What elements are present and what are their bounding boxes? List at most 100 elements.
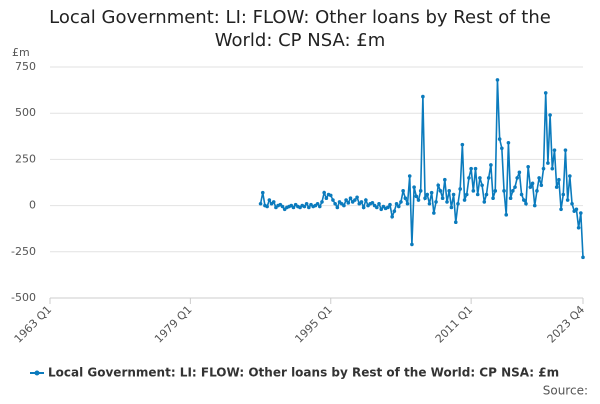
y-axis-label: £m	[12, 46, 30, 59]
data-point	[524, 201, 528, 206]
y-tick-label: 0	[29, 199, 36, 212]
data-point	[489, 163, 493, 167]
data-point	[445, 200, 449, 204]
data-point	[328, 193, 333, 198]
data-point	[322, 190, 326, 195]
x-tick-label: 2023 Q4	[545, 303, 588, 346]
data-point	[513, 185, 517, 189]
data-point	[443, 177, 447, 182]
data-point	[359, 200, 364, 204]
x-tick-label: 1995 Q1	[292, 303, 335, 346]
source: Source:	[543, 384, 588, 398]
data-point	[491, 196, 495, 201]
data-point	[517, 170, 522, 175]
data-point	[568, 174, 572, 178]
data-point	[399, 200, 403, 204]
series-line	[259, 79, 584, 258]
data-point	[396, 204, 401, 209]
data-point	[519, 192, 524, 197]
data-point	[414, 194, 419, 199]
data-point	[418, 189, 423, 193]
y-tick-label: 750	[15, 60, 36, 73]
data-point	[548, 113, 552, 117]
data-point	[265, 204, 269, 209]
data-point	[421, 94, 425, 99]
data-point	[579, 211, 583, 215]
data-point	[504, 213, 509, 217]
data-point	[346, 201, 351, 205]
data-point	[260, 190, 265, 195]
data-point	[348, 196, 353, 201]
data-point	[528, 185, 533, 189]
data-point	[355, 195, 359, 200]
data-point	[565, 198, 570, 202]
data-point	[537, 176, 541, 180]
data-point	[526, 164, 530, 169]
chart-title: Local Government: LI: FLOW: Other loans …	[49, 7, 551, 51]
data-point	[554, 185, 559, 189]
data-point	[405, 201, 410, 206]
data-point	[543, 91, 548, 95]
data-point	[451, 192, 456, 197]
data-point	[440, 196, 445, 201]
data-point	[471, 189, 476, 193]
data-point	[388, 202, 392, 207]
data-point	[581, 255, 585, 260]
data-point	[495, 78, 500, 82]
y-tick-label: -250	[11, 245, 36, 258]
data-point	[423, 196, 427, 201]
data-point	[475, 192, 480, 197]
data-point	[535, 189, 539, 193]
data-point	[307, 205, 311, 210]
data-point	[304, 201, 309, 206]
data-point	[434, 200, 438, 204]
data-point	[364, 198, 368, 202]
data-point	[320, 200, 324, 204]
data-point	[515, 176, 519, 180]
data-point	[394, 201, 399, 206]
data-point	[500, 146, 504, 151]
data-point	[521, 198, 526, 202]
y-tick-label: 250	[15, 152, 36, 165]
data-point	[480, 183, 484, 188]
data-point	[469, 166, 473, 171]
data-point	[460, 142, 465, 147]
data-point	[412, 185, 416, 189]
data-point	[473, 166, 478, 171]
data-point	[456, 201, 460, 206]
data-point	[447, 189, 452, 193]
data-point	[436, 183, 441, 188]
data-point	[302, 204, 307, 209]
data-point	[511, 189, 515, 193]
data-point	[576, 225, 581, 230]
data-point	[401, 189, 405, 193]
data-point	[552, 148, 557, 152]
data-point	[561, 192, 566, 197]
data-point	[453, 220, 458, 225]
data-point	[550, 166, 555, 171]
data-point	[315, 201, 320, 206]
data-point	[438, 189, 443, 193]
data-point	[497, 137, 502, 141]
data-point	[335, 205, 340, 210]
data-point	[484, 192, 489, 197]
data-point	[271, 200, 276, 204]
data-point	[403, 196, 408, 201]
data-point	[392, 209, 397, 213]
data-point	[458, 187, 462, 191]
data-point	[324, 196, 329, 201]
data-point	[482, 200, 487, 204]
data-point	[377, 201, 381, 206]
data-point	[353, 198, 357, 202]
data-point	[570, 201, 574, 206]
data-point	[462, 198, 467, 202]
data-point	[425, 192, 430, 197]
data-point	[370, 201, 375, 205]
data-point	[410, 242, 414, 247]
data-point	[333, 201, 337, 206]
data-point	[379, 207, 384, 212]
data-point	[532, 203, 537, 208]
x-tick-label: 1979 Q1	[152, 303, 195, 346]
data-point	[506, 140, 511, 145]
